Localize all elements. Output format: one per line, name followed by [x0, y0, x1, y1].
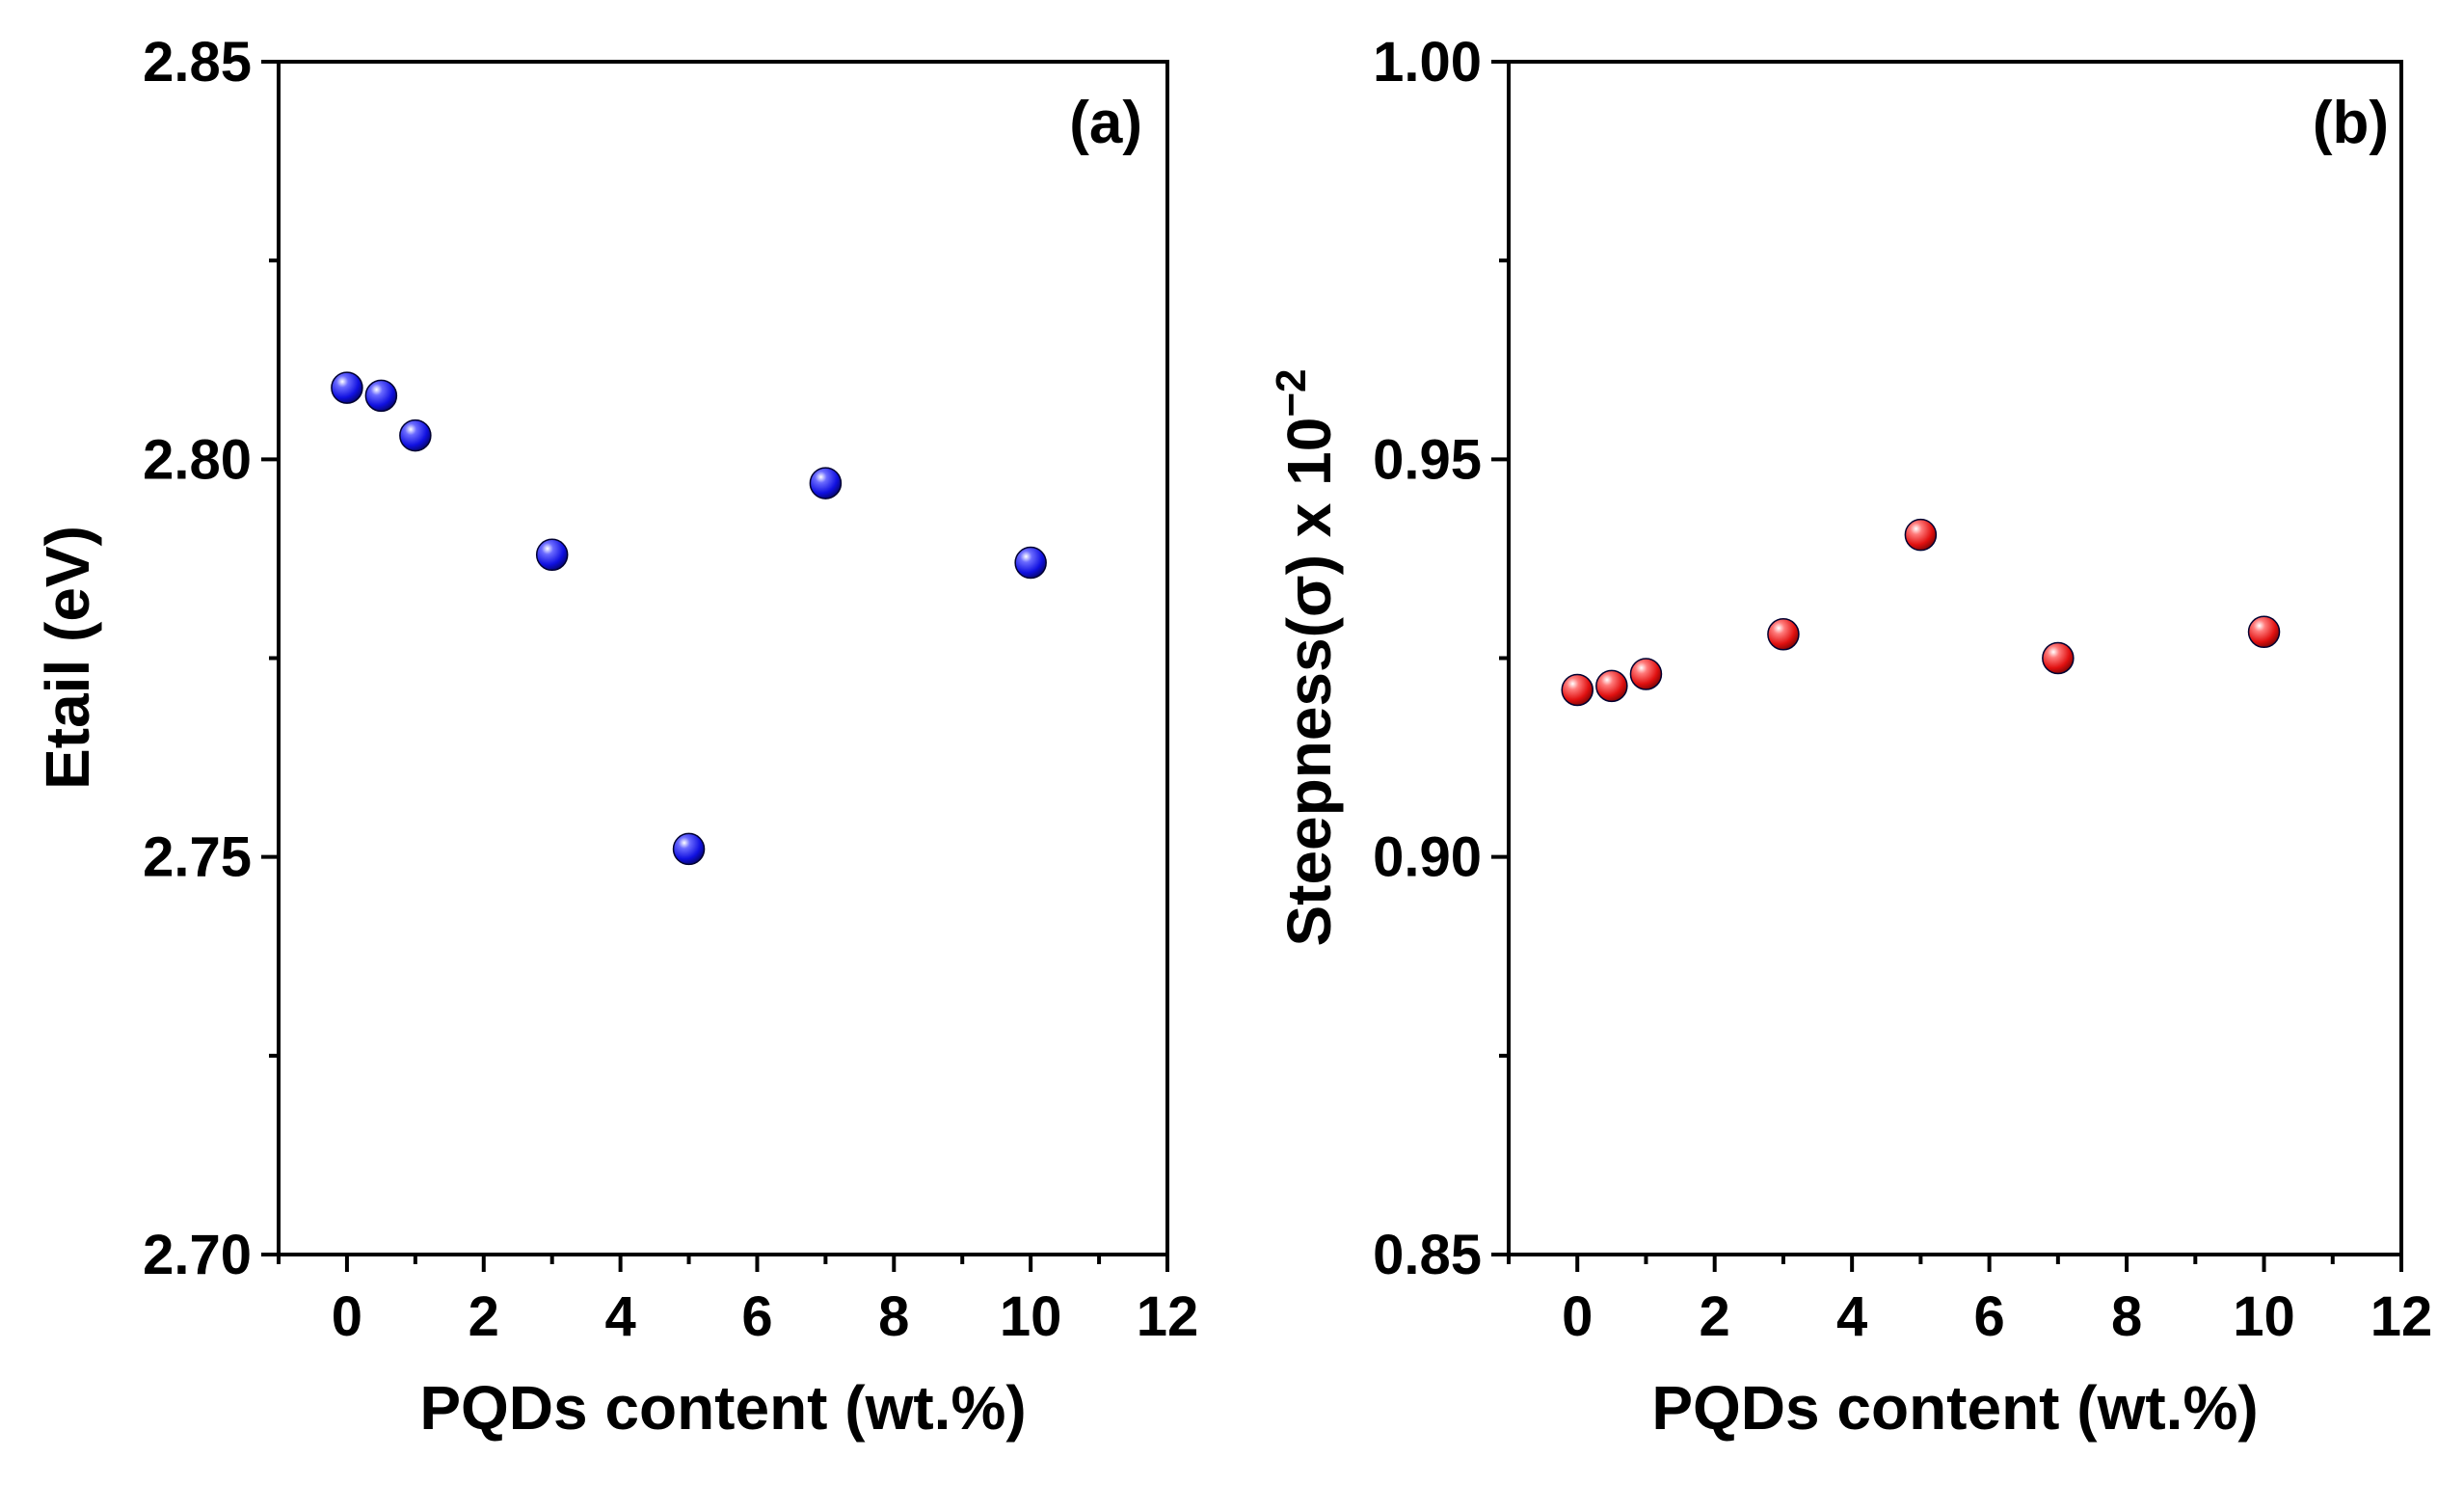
x-tick-label: 6 [1973, 1285, 2004, 1348]
y-tick-label: 0.85 [1373, 1224, 1482, 1286]
x-tick-label: 2 [1700, 1285, 1730, 1348]
panel-b: 0.85 0.90 0.95 1.00 0 2 4 6 8 10 12 (b) PQDs cont… [1268, 31, 2432, 1443]
x-tick-label: 10 [1000, 1285, 1062, 1348]
data-point [1561, 673, 1594, 707]
panel-a-label: (a) [1069, 90, 1142, 156]
x-tick-label: 12 [1137, 1285, 1199, 1348]
x-tick-label: 4 [604, 1285, 635, 1348]
x-tick-label: 6 [741, 1285, 772, 1348]
panel-b-label: (b) [2313, 90, 2389, 156]
data-point [535, 538, 569, 572]
panel-a-points [331, 371, 1047, 866]
x-tick-label: 2 [469, 1285, 499, 1348]
data-point [364, 379, 398, 413]
data-point [2042, 641, 2075, 675]
x-tick-label: 0 [1562, 1285, 1593, 1348]
data-point [2247, 615, 2281, 649]
panel-b-ylabel-exponent: −2 [1268, 368, 1315, 417]
data-point [399, 418, 432, 452]
panel-a: 2.70 2.75 2.80 2.85 0 2 4 6 8 10 12 (a) PQDs cont… [33, 31, 1198, 1443]
data-point [1629, 658, 1663, 690]
panel-b-points [1561, 518, 2281, 707]
panel-a-xticks: 0 2 4 6 8 10 12 [277, 1255, 1199, 1348]
data-point [1904, 518, 1938, 552]
panel-b-ylabel-main: Steepness(σ) x 10 [1274, 418, 1344, 947]
y-tick-label: 2.85 [143, 31, 252, 94]
y-tick-label: 0.95 [1373, 428, 1482, 491]
panel-b-xlabel: PQDs content (wt.%) [1651, 1373, 2258, 1443]
panel-b-xticks: 0 2 4 6 8 10 12 [1507, 1255, 2433, 1348]
x-tick-label: 8 [2111, 1285, 2142, 1348]
panel-b-ylabel: Steepness(σ) x 10−2 [1268, 368, 1344, 946]
x-tick-label: 12 [2370, 1285, 2433, 1348]
data-point [1595, 669, 1628, 703]
data-point [809, 467, 843, 500]
y-tick-label: 2.70 [143, 1224, 252, 1286]
x-tick-label: 8 [878, 1285, 909, 1348]
y-tick-label: 2.80 [143, 428, 252, 491]
panel-b-yticks: 0.85 0.90 0.95 1.00 [1373, 31, 1509, 1286]
panel-a-yticks: 2.70 2.75 2.80 2.85 [143, 31, 279, 1286]
panel-a-xlabel: PQDs content (wt.%) [419, 1373, 1026, 1443]
data-point [672, 832, 706, 866]
panel-a-frame [277, 60, 1169, 1256]
data-point [1014, 546, 1047, 580]
y-tick-label: 1.00 [1373, 31, 1482, 94]
x-tick-label: 10 [2233, 1285, 2295, 1348]
x-tick-label: 0 [332, 1285, 362, 1348]
data-point [331, 371, 363, 404]
data-point [1767, 618, 1800, 651]
x-tick-label: 4 [1836, 1285, 1867, 1348]
panel-a-ylabel: Etail (eV) [33, 526, 102, 790]
y-tick-label: 2.75 [143, 826, 252, 889]
y-tick-label: 0.90 [1373, 826, 1482, 889]
panel-b-frame [1507, 60, 2403, 1256]
